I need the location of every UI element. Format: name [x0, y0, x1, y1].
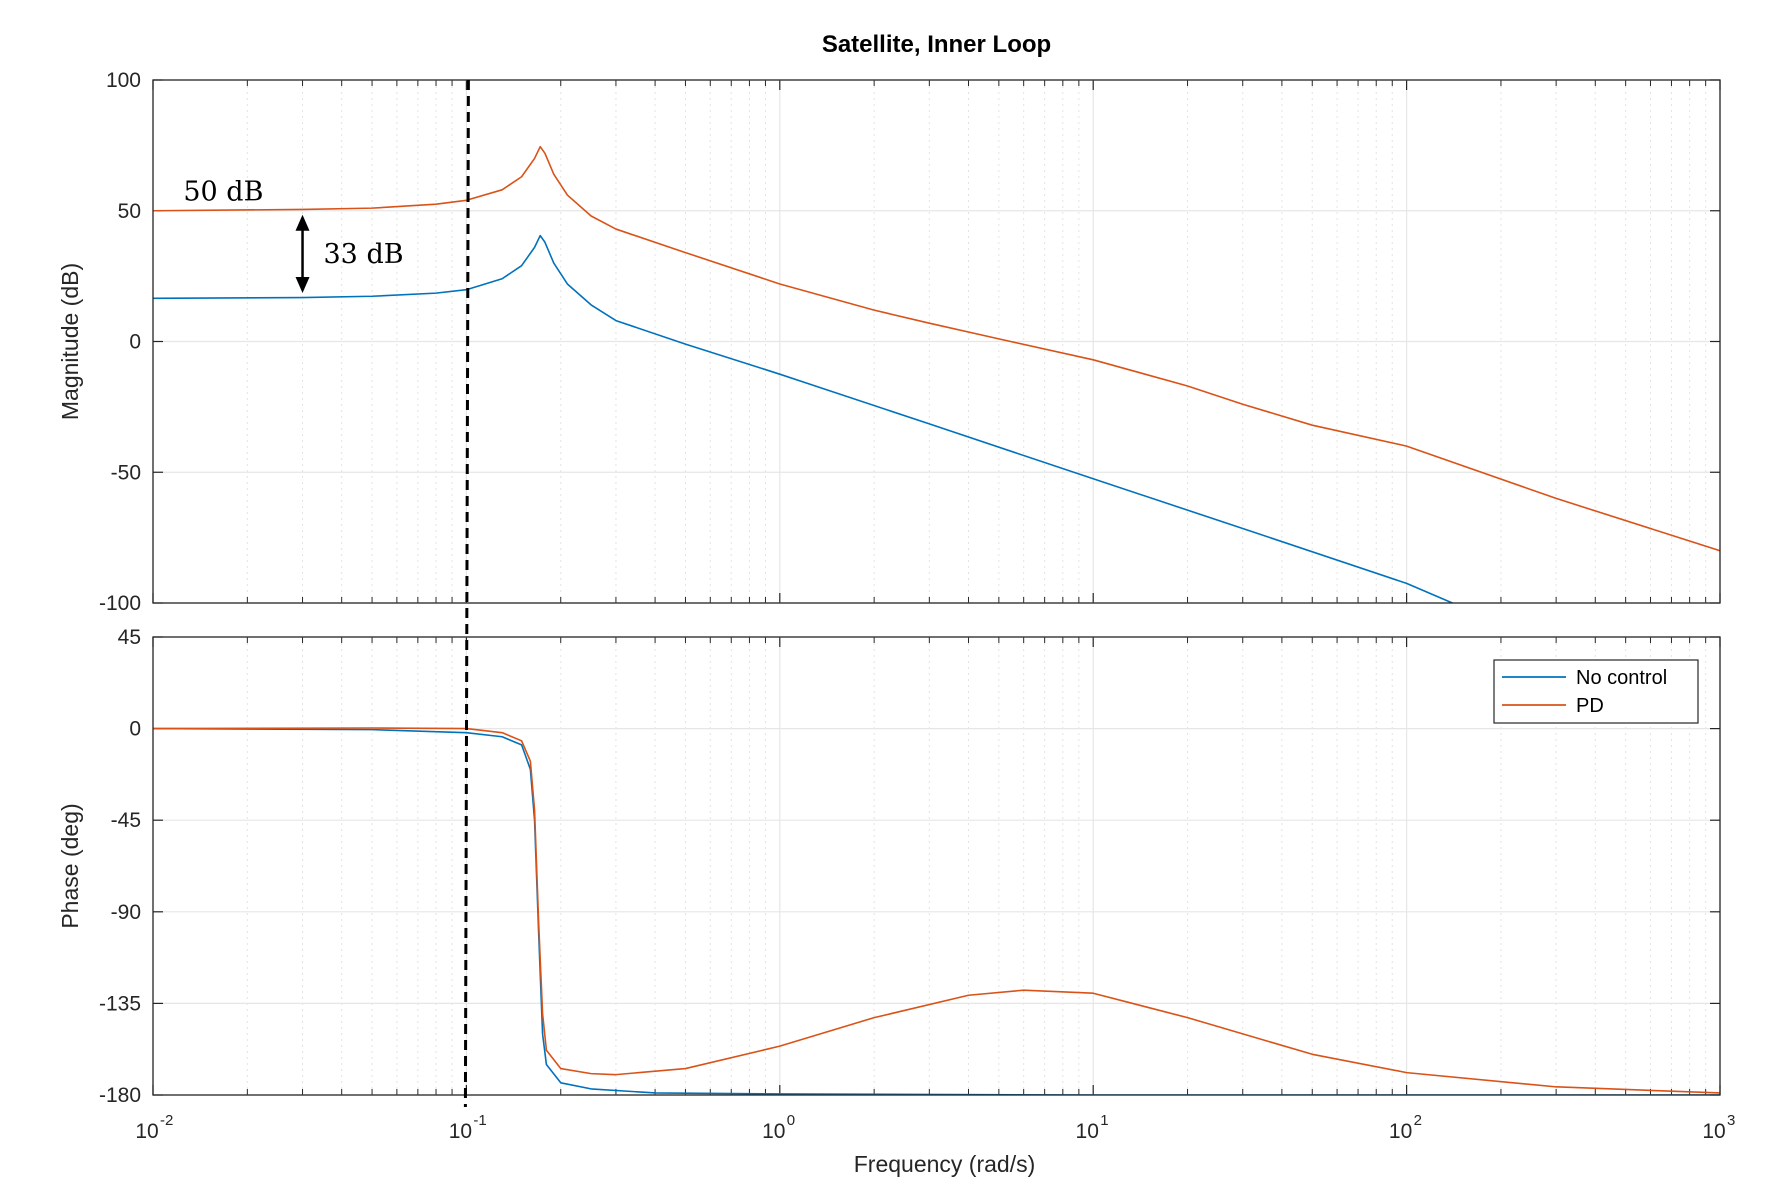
x-tick-base: 10 — [1076, 1120, 1099, 1143]
phase-series-pd — [153, 727, 1720, 1094]
magnitude-series-pd — [153, 145, 1720, 552]
x-tick-base: 10 — [762, 1120, 785, 1143]
double-arrow-head-down — [295, 277, 310, 294]
x-tick-exponent: -2 — [160, 1112, 173, 1129]
phase-y-tick-label: -90 — [111, 901, 141, 924]
x-tick-base: 10 — [1389, 1120, 1412, 1143]
phase-axes-box — [152, 636, 1721, 1096]
x-tick-base: 10 — [449, 1120, 472, 1143]
chart-title: Satellite, Inner Loop — [822, 31, 1051, 58]
phase-y-axis-label: Phase (deg) — [57, 803, 83, 928]
annotation-label: 50 dB — [183, 176, 263, 207]
magnitude-y-tick-label: 0 — [129, 331, 141, 354]
x-tick-label: 10 0 — [762, 1112, 795, 1143]
phase-y-tick-label: -45 — [111, 809, 141, 832]
x-axis-label: Frequency (rad/s) — [854, 1151, 1036, 1177]
phase-y-tick-label: 45 — [118, 626, 141, 649]
x-tick-exponent: -1 — [473, 1112, 486, 1129]
phase-y-tick-label: -180 — [99, 1084, 141, 1107]
magnitude-series-no-control — [153, 234, 1453, 603]
legend: No control PD — [1493, 659, 1699, 724]
x-tick-label: 10 3 — [1702, 1112, 1735, 1143]
magnitude-y-axis-label: Magnitude (dB) — [57, 263, 83, 420]
dashed-marker-line — [463, 79, 470, 1108]
magnitude-y-tick-label: -100 — [99, 592, 141, 615]
phase-plot-area — [153, 637, 1720, 1095]
x-tick-base: 10 — [135, 1120, 158, 1143]
x-tick-label: 10 1 — [1076, 1112, 1109, 1143]
legend-label: No control — [1576, 667, 1667, 689]
magnitude-panel: 100 50 0 -50 -100 Magnitude (dB) — [57, 69, 1721, 615]
phase-panel: 45 0 -45 -90 -135 -180 Phase (deg) — [57, 626, 1721, 1107]
legend-label: PD — [1576, 695, 1604, 717]
x-tick-exponent: 3 — [1727, 1112, 1735, 1129]
x-tick-label: 10 -1 — [449, 1112, 487, 1143]
x-tick-exponent: 2 — [1414, 1112, 1422, 1129]
magnitude-axes-box — [152, 79, 1721, 604]
phase-y-tick-label: -135 — [99, 992, 141, 1015]
annotations: 50 dB 33 dB — [183, 176, 404, 294]
magnitude-y-tick-label: 50 — [118, 200, 141, 223]
x-tick-exponent: 0 — [787, 1112, 795, 1129]
annotation-label: 33 dB — [324, 239, 404, 270]
x-tick-exponent: 1 — [1100, 1112, 1108, 1129]
double-arrow-head-up — [295, 214, 310, 231]
magnitude-y-tick-label: -50 — [111, 461, 141, 484]
x-tick-label: 10 -2 — [135, 1112, 173, 1143]
magnitude-y-tick-label: 100 — [106, 69, 141, 92]
x-tick-base: 10 — [1702, 1120, 1725, 1143]
phase-y-tick-label: 0 — [129, 718, 141, 741]
marker-layer — [463, 79, 470, 1108]
x-tick-label: 10 2 — [1389, 1112, 1422, 1143]
legend-box — [1493, 659, 1699, 724]
